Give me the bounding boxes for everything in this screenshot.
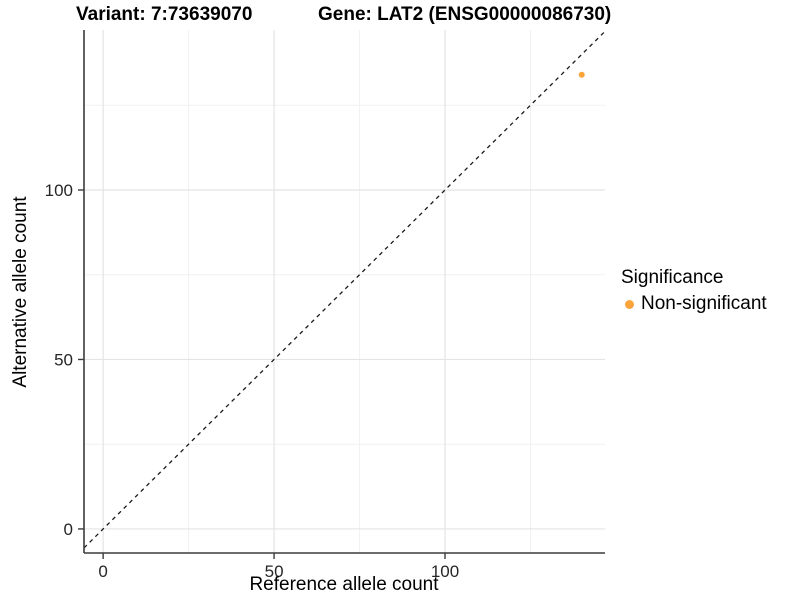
plot-title-gene: Gene: LAT2 (ENSG00000086730) [318, 4, 612, 25]
data-point [578, 71, 585, 78]
tick-label: 100 [45, 181, 73, 200]
tick-label: 50 [265, 562, 284, 581]
tick-label: 50 [54, 350, 73, 369]
legend-item-label: Non-significant [641, 293, 767, 314]
tick-label: 0 [98, 562, 107, 581]
tick-label: 100 [431, 562, 459, 581]
plot-title-variant: Variant: 7:73639070 [76, 4, 253, 25]
legend-point-icon [625, 299, 634, 309]
y-axis-title: Alternative allele count [10, 196, 31, 388]
legend: Significance Non-significant [621, 267, 767, 315]
x-axis-title: Reference allele count [249, 574, 439, 595]
legend-item-non-significant: Non-significant [621, 293, 767, 315]
identity-reference-line [83, 30, 606, 549]
tick-label: 0 [64, 520, 73, 539]
legend-title: Significance [621, 267, 724, 288]
